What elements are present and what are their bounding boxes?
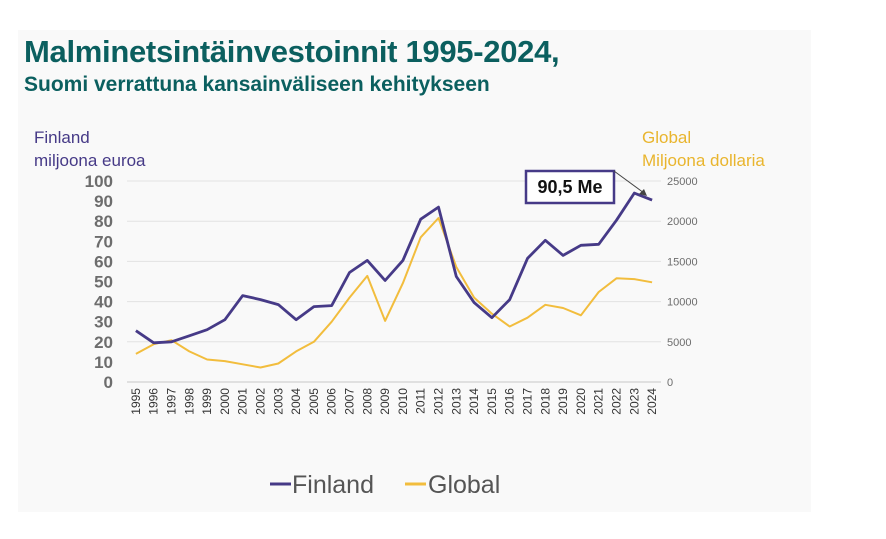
callout: 90,5 Me: [524, 169, 647, 205]
x-tick-label: 2017: [521, 388, 535, 415]
chart-title: Malminetsintäinvestoinnit 1995-2024,: [24, 34, 560, 69]
x-tick-label: 2007: [343, 388, 357, 415]
x-tick-label: 2022: [610, 388, 624, 415]
legend-label-finland: Finland: [292, 471, 374, 499]
x-tick-label: 2008: [360, 388, 374, 415]
left-tick-label: 90: [94, 192, 113, 211]
left-tick-label: 20: [94, 333, 113, 352]
left-tick-label: 40: [94, 293, 113, 312]
chart-panel: [18, 30, 811, 512]
global-series-line: [135, 217, 653, 369]
x-tick-label: 2015: [485, 388, 499, 415]
right-tick-label: 10000: [667, 297, 698, 309]
left-axis-unit: miljoona euroa: [34, 151, 146, 170]
x-tick-label: 2002: [254, 388, 268, 415]
x-tick-label: 2020: [574, 388, 588, 415]
right-tick-label: 15000: [667, 256, 698, 268]
callout-arrow: [613, 170, 645, 194]
right-axis-unit: Miljoona dollaria: [642, 151, 765, 170]
callout-label: 90,5 Me: [537, 177, 602, 197]
x-tick-label: 2010: [396, 388, 410, 415]
x-tick-label: 2016: [503, 388, 517, 415]
left-tick-label: 50: [94, 273, 113, 292]
x-tick-label: 1997: [165, 388, 179, 415]
left-tick-label: 60: [94, 252, 113, 271]
left-tick-label: 10: [94, 353, 113, 372]
callout-arrowhead: [639, 189, 647, 196]
x-tick-label: 2023: [627, 388, 641, 415]
x-tick-label: 2019: [556, 388, 570, 415]
legend-label-global: Global: [428, 471, 500, 499]
left-tick-label: 70: [94, 232, 113, 251]
right-tick-label: 25000: [667, 176, 698, 188]
left-tick-label: 0: [104, 373, 113, 392]
x-tick-label: 2003: [271, 388, 285, 415]
legend: Finland Global: [270, 471, 500, 499]
x-tick-label: 2001: [236, 388, 250, 415]
left-axis-title: Finland: [34, 128, 90, 147]
right-axis-ticks: 0 5000 10000 15000 20000 25000: [667, 176, 698, 389]
callout-box: [524, 169, 616, 205]
left-tick-label: 80: [94, 212, 113, 231]
x-tick-label: 2018: [538, 388, 552, 415]
x-tick-label: 2000: [218, 388, 232, 415]
x-axis-ticks: 1995 1996 1997 1998 1999 2000 2001 2002 2003 2004…: [129, 388, 659, 415]
x-tick-label: 1996: [147, 388, 161, 415]
x-tick-label: 1999: [200, 388, 214, 415]
x-tick-label: 2014: [467, 388, 481, 415]
x-tick-label: 2012: [432, 388, 446, 415]
x-tick-label: 2006: [325, 388, 339, 415]
left-tick-label: 30: [94, 313, 113, 332]
x-tick-label: 2005: [307, 388, 321, 415]
x-tick-label: 2011: [414, 388, 428, 414]
chart-subtitle: Suomi verrattuna kansainväliseen kehityk…: [24, 73, 490, 96]
x-tick-label: 2021: [592, 388, 606, 415]
grid-lines: [127, 180, 661, 383]
x-tick-label: 1995: [129, 388, 143, 415]
x-tick-label: 2013: [449, 388, 463, 415]
x-tick-label: 1998: [182, 388, 196, 415]
right-tick-label: 0: [667, 377, 673, 389]
right-tick-label: 20000: [667, 216, 698, 228]
right-tick-label: 5000: [667, 337, 691, 349]
x-tick-label: 2004: [289, 388, 303, 415]
left-tick-label: 100: [85, 172, 113, 191]
right-axis-title: Global: [642, 128, 691, 147]
x-tick-label: 2024: [645, 388, 659, 415]
finland-series-line: [135, 191, 653, 345]
x-tick-label: 2009: [378, 388, 392, 415]
